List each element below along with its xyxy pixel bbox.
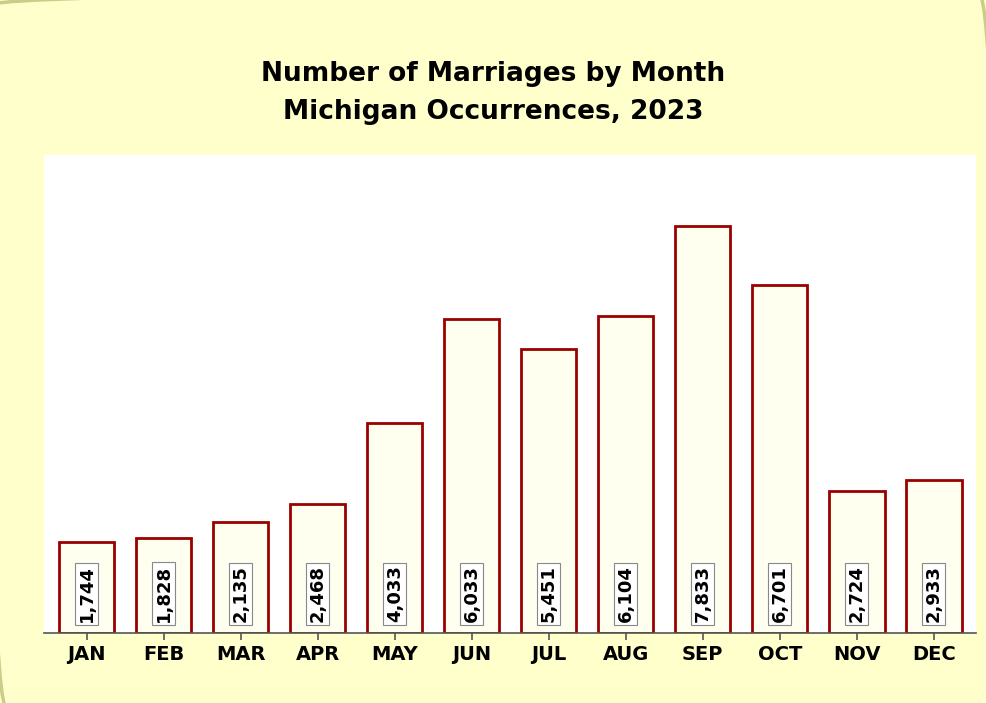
Text: 2,933: 2,933 [925,565,943,622]
Bar [59,542,114,633]
Bar [213,522,268,633]
Bar [290,505,345,633]
Text: 7,833: 7,833 [694,565,712,622]
Text: 6,104: 6,104 [617,565,635,622]
Text: 5,451: 5,451 [539,565,558,622]
Text: 2,135: 2,135 [232,565,249,622]
Bar [906,480,961,633]
Bar [752,285,808,633]
Text: 2,724: 2,724 [848,565,866,622]
Text: 4,033: 4,033 [386,565,403,622]
Text: 1,744: 1,744 [78,565,96,622]
Text: Michigan Occurrences, 2023: Michigan Occurrences, 2023 [283,100,703,125]
Text: 6,033: 6,033 [462,565,481,622]
Bar [367,423,422,633]
Text: 6,701: 6,701 [771,565,789,622]
Bar [521,349,577,633]
Bar [675,226,731,633]
Text: 2,468: 2,468 [309,565,326,622]
Text: Number of Marriages by Month: Number of Marriages by Month [261,61,725,86]
Bar [599,316,654,633]
Bar [829,491,884,633]
Bar [444,319,500,633]
Bar [136,538,191,633]
Text: 1,828: 1,828 [155,565,173,622]
